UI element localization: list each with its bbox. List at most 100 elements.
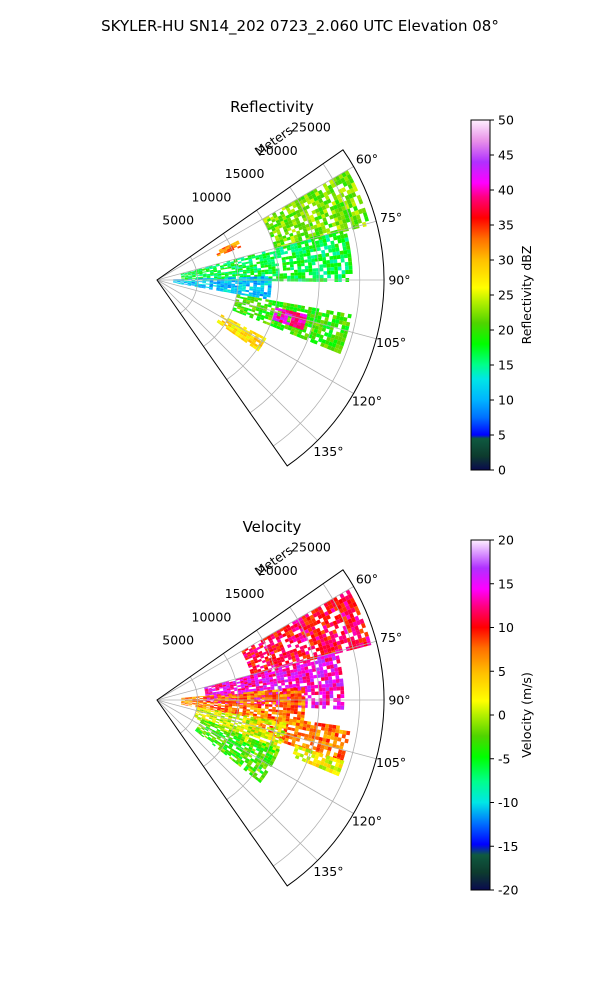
radar-cell (307, 688, 312, 693)
radar-cell (228, 322, 233, 326)
radar-cell (246, 275, 251, 278)
radar-cell (239, 678, 244, 682)
radar-cell (238, 311, 243, 315)
radar-cell (256, 287, 261, 290)
radar-cell (216, 718, 221, 721)
radar-cell (331, 728, 336, 733)
radar-cell (232, 275, 236, 278)
radar-cell (362, 212, 368, 218)
radar-cell (339, 759, 345, 765)
radar-cell (248, 655, 253, 659)
radar-cell (262, 255, 267, 259)
radar-cell (328, 329, 334, 335)
radar-cell (318, 312, 323, 317)
radar-cell (202, 705, 207, 708)
radar-cell (275, 636, 281, 641)
radar-cell (203, 703, 207, 705)
radar-cell (268, 719, 273, 723)
radar-cell (311, 617, 316, 623)
radar-cell (304, 666, 309, 671)
radar-cell (257, 710, 261, 713)
radar-cell (226, 723, 231, 726)
radar-cell (357, 218, 362, 224)
radar-cell (339, 316, 344, 321)
radar-cell (203, 695, 207, 697)
radar-cell (204, 689, 209, 692)
radar-cell (284, 638, 290, 643)
radar-cell (338, 729, 344, 734)
radar-cell (269, 681, 274, 685)
radar-cell (233, 304, 238, 307)
radar-cell (271, 720, 276, 724)
radar-cell (220, 266, 224, 269)
radar-cell (272, 655, 277, 660)
radar-cell (197, 717, 201, 720)
radar-cell (203, 709, 208, 712)
radar-cell (303, 336, 308, 341)
radar-cell (201, 718, 206, 721)
radar-cell (231, 732, 236, 736)
polar-grid (156, 583, 384, 867)
radar-cell (231, 285, 235, 288)
radar-cell (290, 690, 295, 694)
radar-cell (332, 679, 337, 684)
radar-cell (312, 629, 318, 634)
radar-cell (199, 705, 203, 707)
range-ring (273, 163, 360, 447)
radar-cell (217, 271, 221, 273)
radar-cell (297, 205, 302, 210)
radar-cell (257, 270, 262, 273)
radar-cell (255, 308, 260, 312)
radar-cell (191, 283, 195, 285)
radar-cell (209, 285, 213, 288)
radar-cell (336, 686, 341, 691)
radar-cell (234, 741, 239, 746)
radar-cell (249, 329, 254, 334)
radar-cell (221, 705, 225, 707)
radar-cell (239, 694, 244, 697)
radar-cell (242, 333, 248, 338)
radar-cell (346, 245, 351, 250)
radar-cell (255, 747, 261, 752)
radar-cell (250, 272, 255, 276)
radar-cell (250, 701, 255, 704)
radar-cell (292, 750, 298, 756)
radar-cell (338, 197, 344, 204)
radar-cell (287, 675, 292, 680)
radar-cell (240, 337, 245, 341)
radar-cell (317, 631, 323, 636)
radar-cell (332, 740, 338, 745)
radar-cell (232, 308, 237, 312)
radar-cell (283, 325, 289, 330)
radar-cell (268, 269, 273, 272)
radar-cell (272, 324, 278, 329)
radar-cell (231, 280, 236, 283)
radar-cell (341, 270, 346, 275)
reflectivity-panel: Reflectivity60°75°90°105°120°135°5000100… (156, 98, 534, 478)
radar-cell (235, 299, 240, 302)
radar-cell (202, 271, 207, 273)
radar-cell (242, 730, 247, 734)
radar-cell (298, 275, 302, 279)
radar-cell (205, 283, 210, 285)
radar-cell (270, 256, 275, 260)
radar-cell (219, 719, 224, 722)
radar-cell (262, 765, 267, 770)
radar-cell (284, 204, 290, 210)
radar-cell (327, 333, 332, 338)
radar-cell (280, 677, 285, 681)
radar-cell (290, 238, 296, 243)
radar-cell (267, 643, 272, 648)
radar-cell (311, 193, 317, 199)
radar-cell (281, 682, 285, 686)
radar-cell (279, 709, 284, 713)
radar-cell (269, 751, 274, 756)
radar-cell (268, 709, 273, 712)
radar-cell (276, 240, 281, 244)
radar-cell (349, 597, 356, 604)
radar-cell (328, 760, 333, 765)
radar-cell (301, 246, 306, 251)
radar-cell (224, 274, 229, 277)
radar-cell (237, 245, 242, 249)
radar-cell (211, 722, 216, 725)
